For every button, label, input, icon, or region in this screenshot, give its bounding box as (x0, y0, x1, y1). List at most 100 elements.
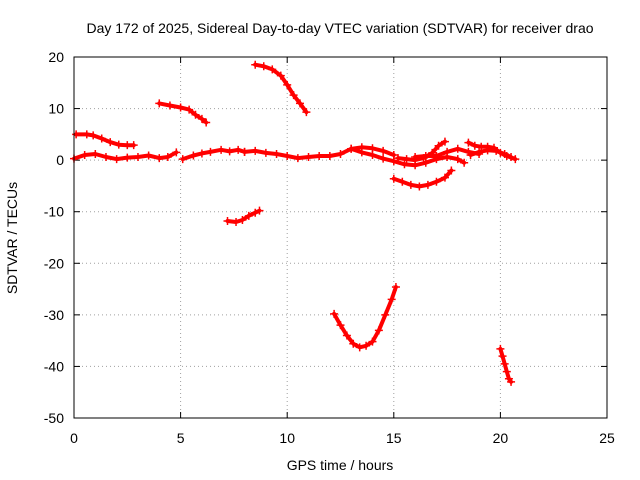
data-point-marker (355, 343, 364, 352)
y-tick-label: 0 (56, 152, 64, 168)
data-point-marker (500, 359, 509, 368)
data-point-marker (89, 131, 98, 140)
series-track-1 (72, 130, 138, 150)
data-point-marker (189, 151, 198, 160)
data-point-marker (406, 180, 415, 189)
data-point-marker (511, 155, 520, 164)
data-point-marker (502, 367, 511, 376)
data-point-marker (492, 146, 501, 155)
data-point-marker (251, 208, 260, 217)
data-point-marker (304, 153, 313, 162)
data-point-marker (470, 141, 479, 150)
x-axis-title: GPS time / hours (287, 457, 394, 473)
x-tick-label: 0 (70, 430, 78, 446)
data-point-marker (197, 149, 206, 158)
data-point-marker (347, 144, 356, 153)
data-point-marker (206, 147, 215, 156)
series-track-14 (466, 146, 516, 162)
data-point-marker (91, 149, 100, 158)
series-track-6 (251, 60, 311, 117)
data-point-marker (283, 152, 292, 161)
x-tick-label: 20 (493, 430, 509, 446)
data-point-marker (498, 352, 507, 361)
data-point-marker (185, 105, 194, 114)
data-point-marker (394, 154, 403, 163)
data-point-marker (330, 309, 339, 318)
data-point-marker (387, 295, 396, 304)
series-track-2 (70, 148, 181, 164)
series-track-4 (178, 145, 249, 164)
data-point-marker (464, 138, 473, 147)
data-point-marker (466, 150, 475, 159)
data-point-marker (483, 146, 492, 155)
data-point-marker (443, 147, 452, 156)
y-tick-label: 10 (48, 101, 64, 117)
data-point-marker (434, 141, 443, 150)
series-track-7 (240, 143, 398, 163)
data-point-marker (402, 155, 411, 164)
data-point-marker (391, 283, 400, 292)
data-point-marker (232, 218, 241, 227)
data-point-marker (357, 148, 366, 157)
data-point-marker (389, 174, 398, 183)
data-point-marker (421, 158, 430, 167)
data-point-marker (293, 154, 302, 163)
data-point-marker (82, 130, 91, 139)
data-point-marker (112, 155, 121, 164)
data-point-marker (144, 151, 153, 160)
y-tick-label: -50 (44, 410, 64, 426)
x-tick-label: 15 (386, 430, 402, 446)
plot-frame (73, 56, 608, 419)
data-point-marker (475, 147, 484, 156)
data-point-marker (155, 154, 164, 163)
data-point-marker (421, 152, 430, 161)
data-point-marker (496, 344, 505, 353)
data-point-marker (133, 153, 142, 162)
data-point-marker (244, 211, 253, 220)
data-point-marker (255, 206, 264, 215)
axis-ticks (73, 56, 608, 419)
data-point-marker (411, 153, 420, 162)
data-point-marker (336, 321, 345, 330)
data-point-marker (500, 149, 509, 158)
data-point-marker (400, 160, 409, 169)
y-tick-label: -20 (44, 255, 64, 271)
x-tick-labels: 0 5 10 15 20 25 (70, 430, 615, 446)
data-point-marker (460, 158, 469, 167)
data-point-marker (295, 99, 304, 108)
data-point-marker (217, 145, 226, 154)
data-point-marker (80, 150, 89, 159)
series-track-5 (223, 206, 264, 227)
data-point-marker (368, 144, 377, 153)
data-point-marker (251, 146, 260, 155)
data-point-marker (374, 326, 383, 335)
data-point-marker (172, 148, 181, 157)
data-point-marker (178, 155, 187, 164)
data-point-marker (276, 71, 285, 80)
data-point-marker (268, 65, 277, 74)
data-point-marker (129, 141, 138, 150)
data-point-marker (342, 331, 351, 340)
data-point-marker (123, 153, 132, 162)
data-point-marker (163, 153, 172, 162)
x-tick-label: 5 (177, 430, 185, 446)
data-point-marker (398, 177, 407, 186)
data-point-marker (507, 153, 516, 162)
series-trace (332, 285, 398, 350)
data-point-marker (114, 140, 123, 149)
data-point-marker (289, 91, 298, 100)
data-point-marker (202, 118, 211, 127)
series-trace (74, 132, 136, 148)
data-point-marker (362, 341, 371, 350)
data-point-marker (240, 147, 249, 156)
data-point-marker (225, 147, 234, 156)
x-tick-label: 25 (599, 430, 615, 446)
y-tick-label: -40 (44, 358, 64, 374)
data-point-marker (191, 110, 200, 119)
data-point-marker (389, 157, 398, 166)
y-axis-title: SDTVAR / TECUs (4, 182, 20, 294)
data-point-marker (283, 80, 292, 89)
data-point-marker (238, 215, 247, 224)
data-point-marker (368, 337, 377, 346)
